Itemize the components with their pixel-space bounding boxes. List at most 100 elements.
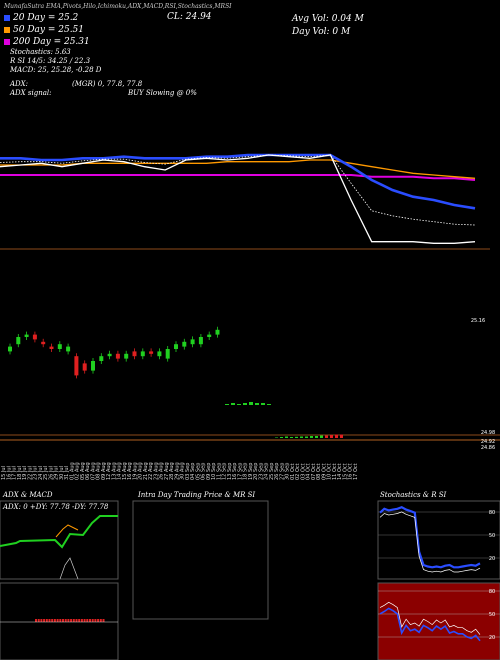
candle-body — [49, 346, 54, 349]
date-label: 04 Sep — [190, 463, 196, 480]
intraday-panel — [132, 500, 269, 620]
date-label: 22 Aug — [148, 462, 154, 480]
adx-signal-label: ADX signal: — [10, 89, 52, 97]
date-label: 04 Oct — [306, 463, 312, 480]
candle-body — [190, 339, 195, 345]
stochastics-value: Stochastics: 5.63 — [10, 48, 71, 56]
date-label: 30 Jul — [59, 466, 65, 480]
volume-bar — [231, 403, 235, 405]
date-label: 20 Aug — [138, 462, 144, 480]
date-label: 13 Sep — [227, 463, 233, 480]
candle-body — [124, 353, 129, 359]
date-label: 15 Jul — [1, 466, 7, 480]
candlestick-chart — [8, 326, 220, 379]
macd-small-bar — [37, 619, 40, 622]
macd-value: MACD: 25, 25.28, -0.28 D — [10, 66, 102, 74]
candle-body — [99, 356, 104, 361]
stoch-axis-20: 20 — [489, 556, 495, 562]
price-axis-label: 25.16 — [471, 318, 485, 324]
date-label: 02 Aug — [75, 462, 81, 480]
date-label: 18 Jul — [17, 466, 23, 480]
avg-volume: Avg Vol: 0.04 M — [292, 14, 364, 24]
macd-small-bar — [48, 619, 51, 622]
date-label: 10 Oct — [327, 463, 333, 480]
date-label: 22 Jul — [27, 466, 33, 480]
volume-bar — [249, 402, 253, 405]
macd-small-bar — [99, 619, 102, 622]
date-label: 17 Oct — [353, 463, 359, 480]
adx-panel-values: ADX: 0 +DY: 77.78 -DY: 77.78 — [2, 503, 109, 511]
date-label: 09 Aug — [101, 462, 107, 480]
stoch-axis-50: 50 — [489, 533, 495, 539]
candle-body — [165, 349, 170, 359]
date-label: 19 Sep — [248, 463, 254, 480]
day-volume: Day Vol: 0 M — [292, 27, 351, 37]
adx-label: ADX: — [10, 80, 29, 88]
candle-body — [24, 334, 29, 337]
date-label: 16 Aug — [127, 462, 133, 480]
volume-bar — [243, 403, 247, 405]
macd-small-bar — [51, 619, 54, 622]
date-label: 16 Jul — [6, 466, 12, 480]
intra-panel-title: Intra Day Trading Price & MR SI — [137, 491, 255, 499]
rsi-axis-20: 20 — [489, 635, 495, 641]
date-label: 23 Jul — [33, 466, 39, 480]
buy-signal: BUY Slowing @ 0% — [128, 89, 197, 97]
date-label: 17 Sep — [237, 463, 243, 480]
candle-body — [182, 341, 187, 347]
date-label: 26 Aug — [159, 462, 165, 480]
sma20-swatch — [4, 14, 10, 21]
candle-body — [174, 344, 178, 349]
adx-decay-lines — [59, 557, 79, 580]
legend-sma50: 50 Day = 25.51 — [4, 25, 84, 35]
volume-bars — [225, 402, 271, 405]
macd-small-bar — [83, 619, 86, 622]
macd-small-bar — [40, 619, 43, 622]
macd-bar — [315, 436, 318, 438]
date-label: 09 Sep — [206, 463, 212, 480]
date-label: 27 Aug — [164, 462, 170, 480]
macd-small-bar — [43, 619, 46, 622]
date-label: 28 Aug — [169, 462, 175, 480]
stoch-panel-title: Stochastics & R SI — [380, 491, 447, 499]
date-label: 27 Sep — [279, 463, 285, 480]
macd-small-bar — [89, 619, 91, 622]
date-label: 26 Jul — [48, 466, 54, 480]
dy-line — [55, 524, 79, 538]
macd-small-bar — [64, 619, 67, 622]
candle-body — [57, 344, 62, 349]
date-label: 14 Aug — [117, 462, 123, 480]
price-line — [0, 154, 476, 244]
sma200-swatch — [4, 38, 10, 45]
macd-small-bar — [80, 619, 83, 622]
legend-sma200: 200 Day = 25.31 — [4, 37, 90, 47]
sma-overlay — [0, 153, 476, 244]
date-label: 24 Sep — [264, 463, 270, 480]
date-label: 15 Aug — [122, 462, 128, 480]
date-label: 24 Jul — [38, 466, 44, 480]
macd-small-bar — [56, 619, 59, 622]
macd-bar — [325, 435, 328, 438]
date-label: 23 Sep — [258, 463, 264, 480]
date-label: 19 Jul — [22, 466, 28, 480]
candle-body — [8, 346, 12, 352]
date-label: 15 Oct — [342, 463, 348, 480]
macd-small-bar — [86, 619, 89, 622]
date-label: 31 Jul — [64, 466, 70, 480]
macd-small-bar — [91, 619, 94, 622]
date-label: 29 Aug — [174, 462, 180, 480]
macd-bar — [305, 436, 308, 438]
macd-axis-label-1: 24.98 — [481, 430, 495, 436]
macd-bar — [285, 436, 288, 438]
macd-small-bar — [72, 619, 75, 622]
date-label: 26 Sep — [274, 463, 280, 480]
macd-small-bar — [59, 619, 62, 622]
candle-body — [74, 356, 79, 376]
date-label: 05 Sep — [195, 463, 201, 480]
date-label: 12 Sep — [222, 463, 228, 480]
date-label: 03 Oct — [300, 463, 306, 480]
macd-small-bar — [62, 619, 64, 622]
date-label: 30 Sep — [285, 463, 291, 480]
date-label: 23 Aug — [153, 462, 159, 480]
